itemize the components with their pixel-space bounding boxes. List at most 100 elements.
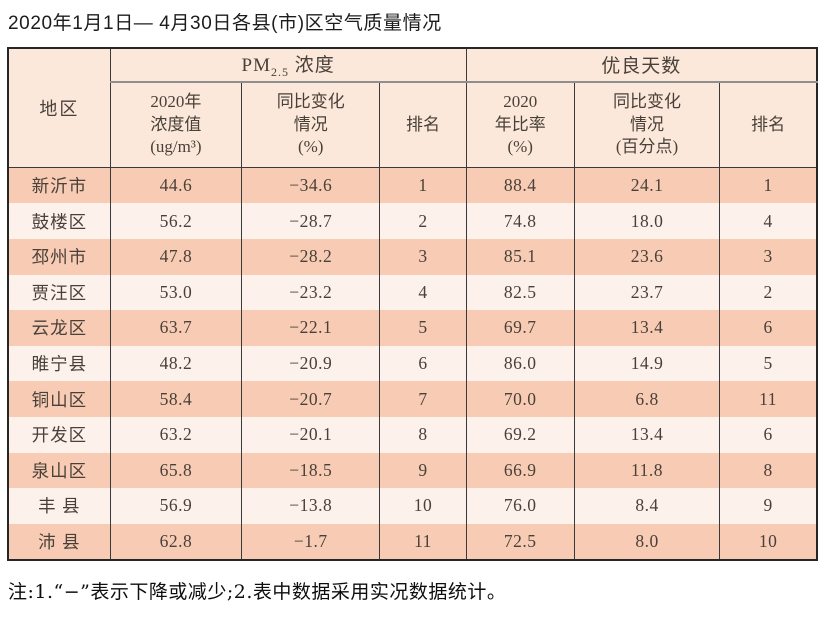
value-cell: 13.4 [573, 310, 721, 346]
value-cell: −13.8 [241, 488, 381, 524]
value-cell: 3 [379, 238, 467, 275]
value-cell: 11 [719, 381, 818, 417]
value-cell: 11.8 [573, 452, 721, 489]
value-cell: 2 [719, 274, 818, 311]
value-cell: −28.7 [241, 203, 381, 239]
region-cell: 贾汪区 [7, 274, 111, 311]
value-cell: 74.8 [465, 203, 575, 239]
value-cell: 66.9 [465, 452, 575, 489]
value-cell: 23.6 [573, 238, 721, 275]
value-cell: −20.7 [241, 381, 381, 417]
value-cell: −18.5 [241, 452, 381, 489]
value-cell: 6 [379, 345, 467, 382]
group-header-pm25: PM2.5 浓度 [109, 47, 467, 83]
table-row: 贾汪区 53.0 −23.2 4 82.5 23.7 2 [7, 274, 818, 311]
pm-label-subscript: 2.5 [271, 64, 290, 79]
table-row: 丰 县 56.9 −13.8 10 76.0 8.4 9 [7, 488, 818, 524]
table-row: 新沂市 44.6 −34.6 1 88.4 24.1 1 [7, 167, 818, 204]
value-cell: 10 [719, 523, 818, 561]
value-cell: −1.7 [241, 523, 381, 561]
value-cell: 69.7 [465, 310, 575, 346]
value-cell: 72.5 [465, 523, 575, 561]
value-cell: 63.2 [109, 416, 243, 453]
value-cell: 2 [379, 203, 467, 239]
value-cell: −28.2 [241, 238, 381, 275]
value-cell: 1 [719, 167, 818, 204]
value-cell: 8.4 [573, 488, 721, 524]
value-cell: 8 [719, 452, 818, 489]
column-header-pm-value: 2020年 浓度值 (ug/m³) [109, 81, 243, 168]
value-cell: 11 [379, 523, 467, 561]
table-body: 新沂市 44.6 −34.6 1 88.4 24.1 1 鼓楼区 56.2 −28.7 2 74.8 1… [7, 167, 818, 561]
value-cell: 13.4 [573, 416, 721, 453]
value-cell: 14.9 [573, 345, 721, 382]
region-cell: 丰 县 [7, 488, 111, 524]
value-cell: 18.0 [573, 203, 721, 239]
value-cell: 4 [379, 274, 467, 311]
value-cell: −22.1 [241, 310, 381, 346]
value-cell: 76.0 [465, 488, 575, 524]
value-cell: 85.1 [465, 238, 575, 275]
value-cell: 8.0 [573, 523, 721, 561]
value-cell: 5 [719, 345, 818, 382]
value-cell: 9 [379, 452, 467, 489]
region-cell: 睢宁县 [7, 345, 111, 382]
value-cell: 53.0 [109, 274, 243, 311]
value-cell: 86.0 [465, 345, 575, 382]
air-quality-table: 地区 PM2.5 浓度 优良天数 2020年 浓度值 (ug/m³) 同比变化 … [7, 46, 818, 562]
table-row: 鼓楼区 56.2 −28.7 2 74.8 18.0 4 [7, 203, 818, 239]
group-header-row: 地区 PM2.5 浓度 优良天数 [7, 47, 818, 168]
table-row: 铜山区 58.4 −20.7 7 70.0 6.8 11 [7, 381, 818, 417]
table-row: 泉山区 65.8 −18.5 9 66.9 11.8 8 [7, 452, 818, 489]
sub-header-row: 2020年 浓度值 (ug/m³) 同比变化 情况 (%) 排名 2020 年比… [8, 81, 818, 168]
value-cell: 82.5 [465, 274, 575, 311]
region-cell: 鼓楼区 [7, 203, 111, 239]
region-cell: 泉山区 [7, 452, 111, 489]
value-cell: 3 [719, 238, 818, 275]
value-cell: −20.1 [241, 416, 381, 453]
value-cell: 56.9 [109, 488, 243, 524]
value-cell: 5 [379, 310, 467, 346]
region-cell: 邳州市 [7, 238, 111, 275]
value-cell: 6.8 [573, 381, 721, 417]
value-cell: 70.0 [465, 381, 575, 417]
value-cell: 56.2 [109, 203, 243, 239]
value-cell: 58.4 [109, 381, 243, 417]
value-cell: 44.6 [109, 167, 243, 204]
column-header-pm-change: 同比变化 情况 (%) [241, 81, 381, 168]
table-row: 开发区 63.2 −20.1 8 69.2 13.4 6 [7, 416, 818, 453]
value-cell: −23.2 [241, 274, 381, 311]
value-cell: 48.2 [109, 345, 243, 382]
value-cell: 63.7 [109, 310, 243, 346]
region-cell: 新沂市 [7, 167, 111, 204]
column-header-region: 地区 [7, 47, 111, 168]
group-header-good-days: 优良天数 [465, 47, 818, 83]
value-cell: 6 [719, 310, 818, 346]
table-row: 沛 县 62.8 −1.7 11 72.5 8.0 10 [7, 523, 818, 561]
value-cell: 8 [379, 416, 467, 453]
region-cell: 铜山区 [7, 381, 111, 417]
column-header-good-ratio: 2020 年比率 (%) [465, 81, 575, 168]
table-row: 云龙区 63.7 −22.1 5 69.7 13.4 6 [7, 310, 818, 346]
value-cell: 62.8 [109, 523, 243, 561]
value-cell: 1 [379, 167, 467, 204]
pm-label-prefix: PM [241, 54, 272, 76]
page-title: 2020年1月1日— 4月30日各县(市)区空气质量情况 [8, 13, 442, 34]
value-cell: 23.7 [573, 274, 721, 311]
table-row: 睢宁县 48.2 −20.9 6 86.0 14.9 5 [7, 345, 818, 382]
value-cell: 47.8 [109, 238, 243, 275]
value-cell: 69.2 [465, 416, 575, 453]
region-cell: 沛 县 [7, 523, 111, 561]
region-cell: 开发区 [7, 416, 111, 453]
value-cell: −34.6 [241, 167, 381, 204]
value-cell: −20.9 [241, 345, 381, 382]
column-header-pm-rank: 排名 [379, 81, 467, 168]
value-cell: 7 [379, 381, 467, 417]
value-cell: 24.1 [573, 167, 721, 204]
region-cell: 云龙区 [7, 310, 111, 346]
column-header-good-change: 同比变化 情况 (百分点) [573, 81, 721, 168]
value-cell: 4 [719, 203, 818, 239]
value-cell: 65.8 [109, 452, 243, 489]
footnote: 注:1.“−”表示下降或减少;2.表中数据采用实况数据统计。 [8, 581, 507, 604]
